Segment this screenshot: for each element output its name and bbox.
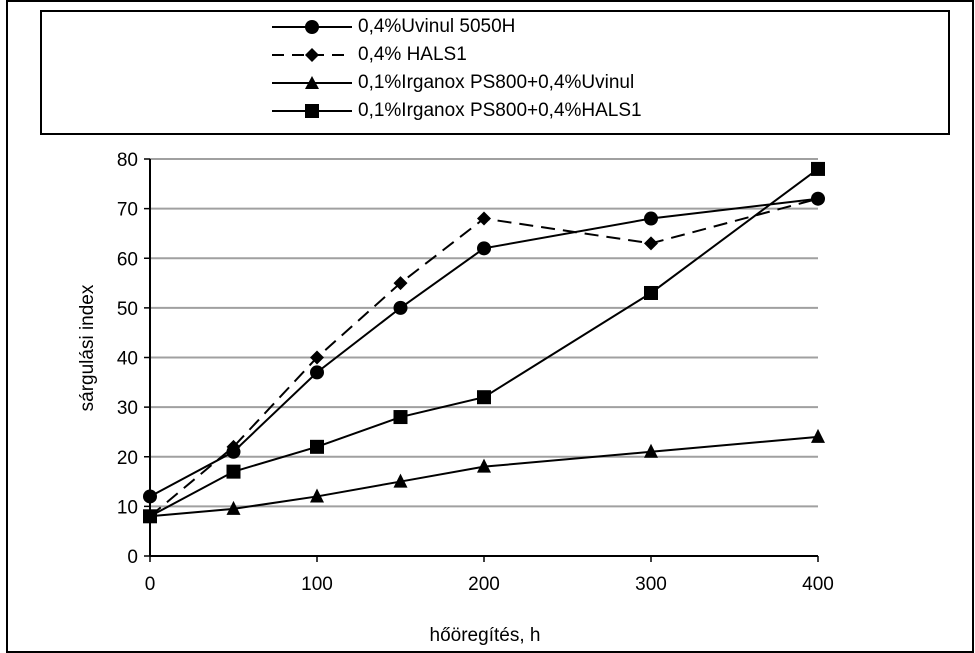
data-point-diamond — [226, 439, 241, 454]
x-tick-label: 200 — [468, 574, 500, 595]
data-point-circle — [477, 241, 491, 256]
y-tick-label: 20 — [117, 448, 138, 469]
y-tick-label: 0 — [127, 547, 138, 568]
series-layer — [143, 161, 825, 524]
data-point-triangle — [477, 458, 491, 473]
legend: 0,4%Uvinul 5050H 0,4% HALS1 0,1%Irganox … — [40, 10, 950, 135]
axes-layer: 0 10 20 30 40 50 60 70 80 0 100 200 300 400 — [117, 150, 834, 595]
outer-border — [6, 0, 974, 653]
data-point-triangle — [226, 500, 241, 515]
legend-swatch-circle — [272, 20, 352, 34]
legend-item: 0,4%Uvinul 5050H — [272, 14, 515, 40]
data-point-circle — [310, 365, 324, 380]
data-point-diamond — [811, 191, 825, 206]
x-tick-label: 300 — [635, 574, 667, 595]
legend-label: 0,1%Irganox PS800+0,4%Uvinul — [358, 72, 635, 93]
y-tick-label: 60 — [117, 249, 138, 270]
data-point-triangle — [811, 428, 825, 443]
data-point-circle — [143, 489, 157, 504]
data-point-square — [393, 410, 408, 425]
legend-item: 0,1%Irganox PS800+0,4%HALS1 — [272, 98, 642, 124]
data-point-diamond — [310, 350, 324, 365]
data-point-square — [477, 390, 491, 405]
x-tick-label: 400 — [802, 574, 834, 595]
grid-layer — [150, 158, 818, 508]
y-tick-label: 10 — [117, 497, 138, 518]
x-axis-title: hőöregítés, h — [430, 625, 541, 646]
series-line — [149, 435, 819, 518]
y-tick-label: 80 — [117, 150, 138, 171]
data-point-triangle — [393, 473, 408, 488]
data-point-circle — [644, 211, 658, 226]
legend-label: 0,4% HALS1 — [358, 44, 467, 65]
x-tick-label: 100 — [301, 574, 333, 595]
data-point-triangle — [310, 488, 324, 503]
legend-label: 0,4%Uvinul 5050H — [358, 16, 516, 37]
data-point-diamond — [393, 276, 408, 291]
legend-item: 0,4% HALS1 — [272, 42, 467, 68]
x-tick-label: 0 — [145, 574, 156, 595]
legend-swatch-triangle — [272, 76, 352, 89]
data-point-circle — [393, 300, 408, 315]
legend-label: 0,1%Irganox PS800+0,4%HALS1 — [358, 100, 642, 121]
legend-swatch-diamond — [272, 48, 352, 62]
y-tick-label: 50 — [117, 299, 138, 320]
y-tick-label: 40 — [117, 349, 138, 370]
data-point-diamond — [644, 236, 658, 251]
y-axis-title: sárgulási index — [77, 284, 98, 411]
data-point-square — [644, 285, 658, 300]
data-point-square — [143, 509, 157, 524]
legend-swatch-square — [272, 104, 352, 118]
data-point-square — [226, 464, 241, 479]
legend-item: 0,1%Irganox PS800+0,4%Uvinul — [272, 70, 634, 96]
series-triangle — [143, 428, 825, 523]
data-point-diamond — [477, 211, 491, 226]
data-point-triangle — [644, 443, 658, 458]
data-point-square — [811, 161, 825, 176]
data-point-square — [310, 439, 324, 454]
y-tick-label: 30 — [117, 398, 138, 419]
series-square — [143, 161, 825, 524]
y-tick-label: 70 — [117, 200, 138, 221]
